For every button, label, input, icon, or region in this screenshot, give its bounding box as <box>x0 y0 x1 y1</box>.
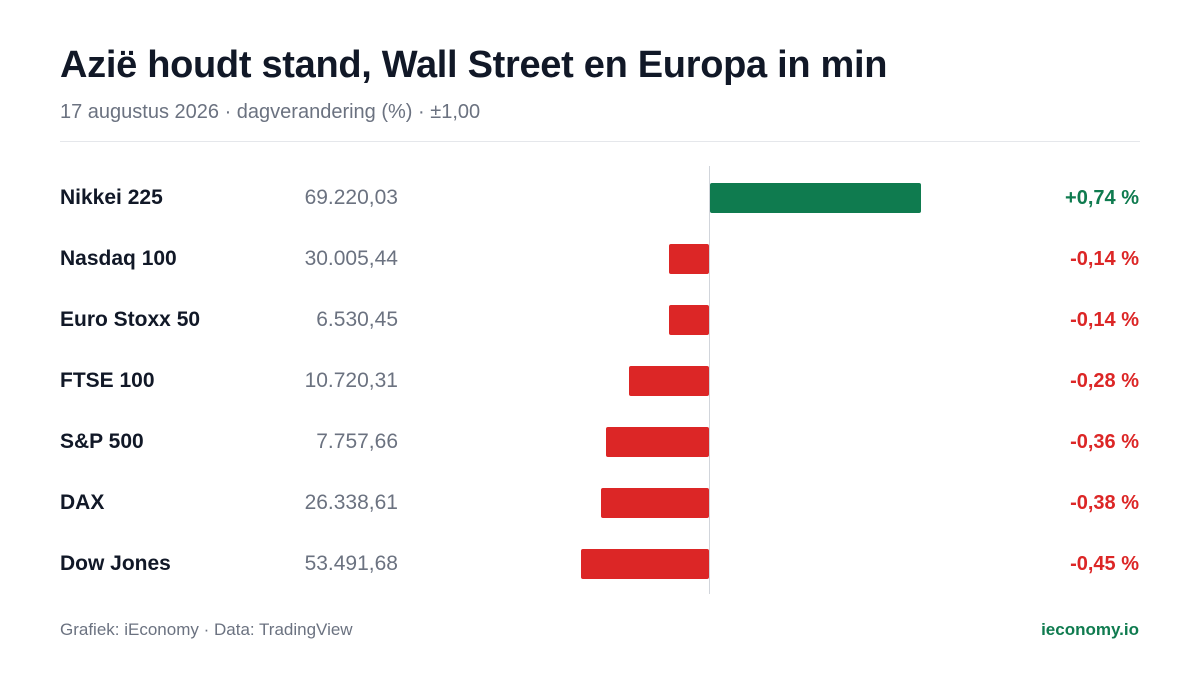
index-name: Dow Jones <box>60 552 171 575</box>
change-bar <box>710 183 921 213</box>
footer-brand-link[interactable]: ieconomy.io <box>1041 620 1139 639</box>
zero-axis-line <box>709 166 710 594</box>
chart-subtitle: 17 augustus 2026 · dagverandering (%) · … <box>60 101 481 123</box>
index-level: 30.005,44 <box>304 247 398 270</box>
change-percent-label: -0,38 % <box>1070 492 1139 514</box>
index-level: 6.530,45 <box>316 308 398 331</box>
change-bar <box>606 427 709 457</box>
change-percent-label: -0,14 % <box>1070 248 1139 270</box>
change-bar <box>629 366 709 396</box>
index-level: 53.491,68 <box>304 552 398 575</box>
change-percent-label: -0,14 % <box>1070 309 1139 331</box>
footer-source: Grafiek: iEconomy · Data: TradingView <box>60 620 353 639</box>
change-bar <box>669 244 709 274</box>
change-percent-label: -0,28 % <box>1070 370 1139 392</box>
index-name: DAX <box>60 491 105 514</box>
index-name: Euro Stoxx 50 <box>60 308 201 331</box>
index-level: 10.720,31 <box>304 369 398 392</box>
change-percent-label: -0,36 % <box>1070 431 1139 453</box>
index-name: Nasdaq 100 <box>60 247 177 270</box>
change-bar <box>669 305 709 335</box>
change-percent-label: +0,74 % <box>1065 187 1139 209</box>
change-bar <box>600 488 709 518</box>
index-name: S&P 500 <box>60 430 144 453</box>
change-bar <box>580 549 709 579</box>
header-divider <box>60 141 1140 142</box>
index-name: Nikkei 225 <box>60 186 163 209</box>
index-level: 69.220,03 <box>304 186 398 209</box>
index-name: FTSE 100 <box>60 369 155 392</box>
index-level: 26.338,61 <box>304 491 398 514</box>
chart-title: Azië houdt stand, Wall Street en Europa … <box>60 44 888 86</box>
index-level: 7.757,66 <box>316 430 398 453</box>
change-percent-label: -0,45 % <box>1070 553 1139 575</box>
